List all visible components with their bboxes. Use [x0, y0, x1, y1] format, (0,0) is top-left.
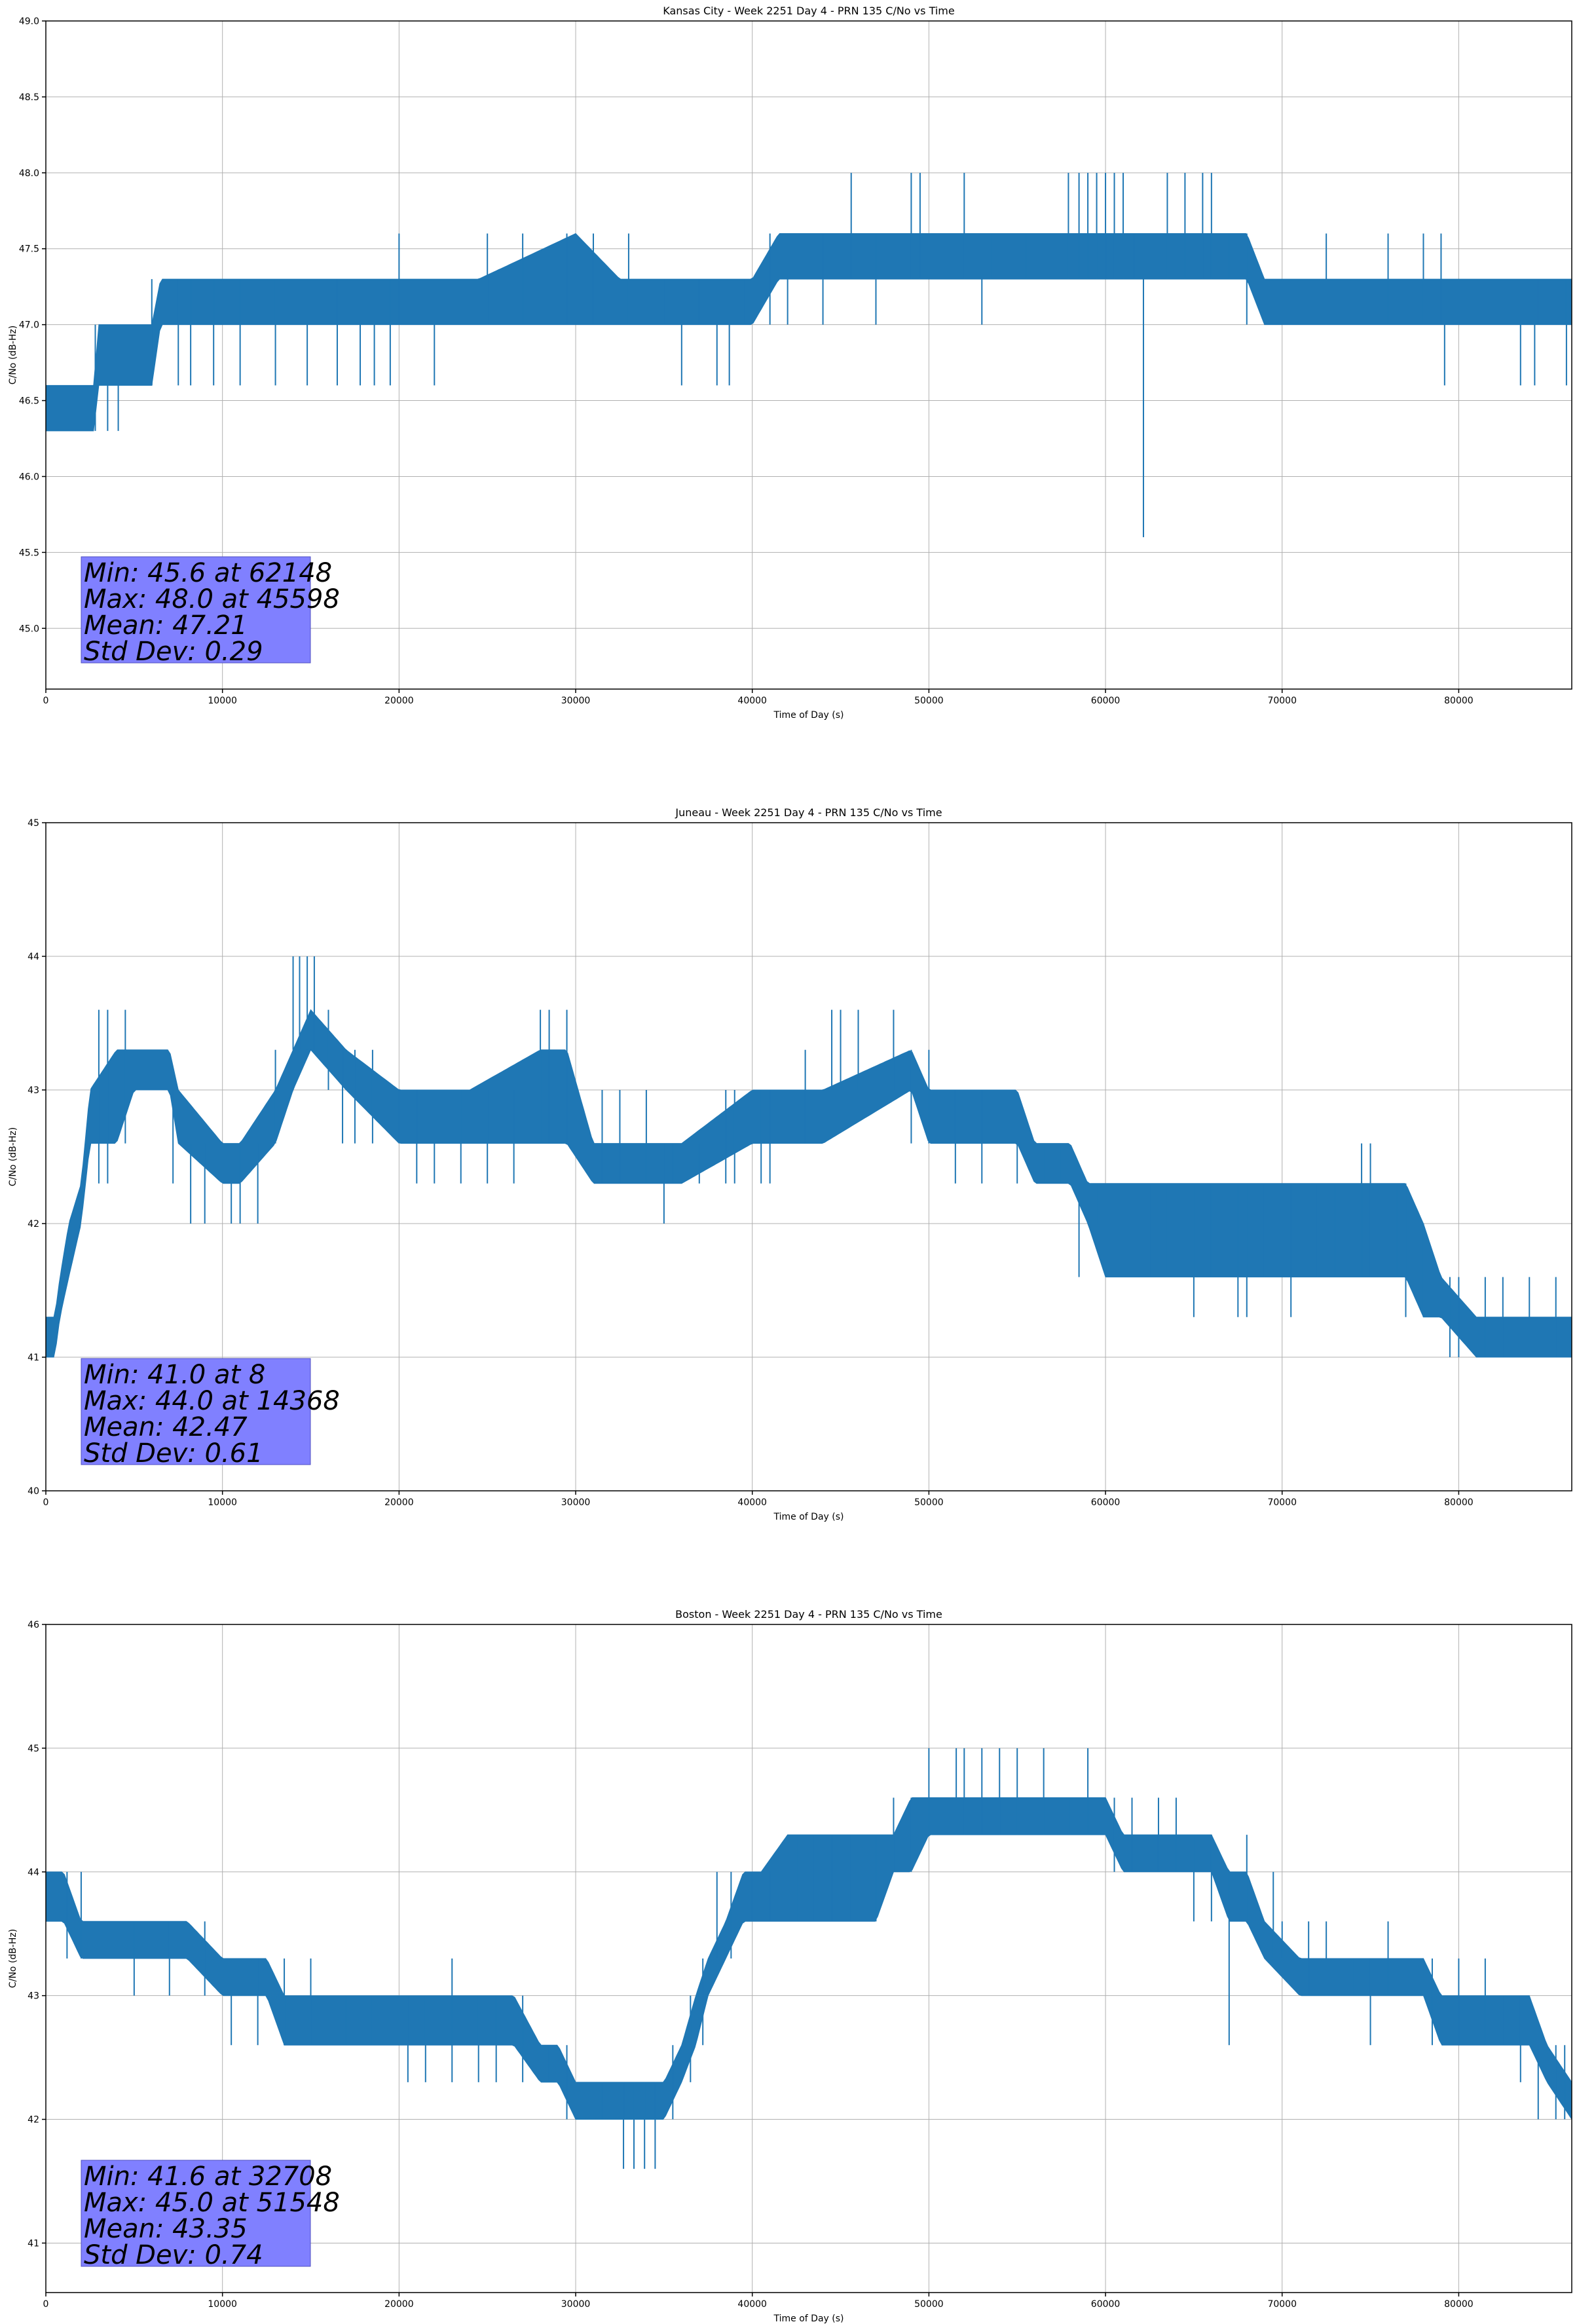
- y-tick-label: 46.5: [19, 396, 39, 407]
- stats-line: Std Dev: 0.61: [84, 1438, 263, 1469]
- stats-line: Mean: 43.35: [84, 2214, 248, 2244]
- y-tick-label: 44: [28, 1867, 39, 1878]
- x-tick-label: 50000: [914, 696, 944, 706]
- stats-line: Max: 45.0 at 51548: [84, 2188, 340, 2218]
- stats-line: Min: 45.6 at 62148: [84, 558, 332, 588]
- x-tick-label: 30000: [561, 1497, 591, 1508]
- x-axis-label: Time of Day (s): [773, 2314, 844, 2324]
- y-tick-label: 42: [28, 1219, 39, 1229]
- chart-title: Juneau - Week 2251 Day 4 - PRN 135 C/No …: [675, 806, 942, 819]
- y-tick-label: 41: [28, 1353, 39, 1363]
- y-tick-label: 48.0: [19, 168, 39, 179]
- y-tick-label: 41: [28, 2238, 39, 2249]
- chart-panel-2: Juneau - Week 2251 Day 4 - PRN 135 C/No …: [8, 806, 1572, 1522]
- y-tick-label: 42: [28, 2115, 39, 2126]
- y-tick-label: 43: [28, 1085, 39, 1096]
- x-tick-label: 40000: [737, 2299, 767, 2310]
- y-tick-label: 46: [28, 1620, 39, 1630]
- x-tick-label: 20000: [384, 1497, 414, 1508]
- stats-line: Std Dev: 0.29: [84, 637, 263, 667]
- stats-line: Min: 41.0 at 8: [84, 1360, 265, 1390]
- x-tick-label: 0: [43, 696, 49, 706]
- series-band: [45, 233, 1572, 432]
- y-tick-label: 45.0: [19, 624, 39, 634]
- x-tick-label: 40000: [737, 696, 767, 706]
- x-tick-label: 10000: [208, 2299, 237, 2310]
- x-axis-label: Time of Day (s): [773, 710, 844, 721]
- y-tick-label: 40: [28, 1486, 39, 1497]
- y-axis-label: C/No (dB-Hz): [8, 1929, 18, 1988]
- y-tick-label: 44: [28, 952, 39, 962]
- stats-line: Max: 44.0 at 14368: [84, 1386, 340, 1416]
- x-tick-label: 40000: [737, 1497, 767, 1508]
- y-axis-label: C/No (dB-Hz): [8, 326, 18, 384]
- x-tick-label: 80000: [1444, 696, 1474, 706]
- x-tick-label: 70000: [1267, 696, 1297, 706]
- chart-title: Boston - Week 2251 Day 4 - PRN 135 C/No …: [675, 1608, 942, 1621]
- plot-frame: [45, 822, 1572, 1491]
- x-tick-label: 20000: [384, 696, 414, 706]
- y-axis-label: C/No (dB-Hz): [8, 1127, 18, 1186]
- x-tick-label: 80000: [1444, 1497, 1474, 1508]
- chart-panel-3: Boston - Week 2251 Day 4 - PRN 135 C/No …: [8, 1608, 1572, 2324]
- x-tick-label: 70000: [1267, 2299, 1297, 2310]
- x-tick-label: 10000: [208, 1497, 237, 1508]
- y-tick-label: 46.0: [19, 472, 39, 482]
- stats-line: Std Dev: 0.74: [84, 2240, 263, 2270]
- plot-frame: [45, 20, 1572, 690]
- x-tick-label: 10000: [208, 696, 237, 706]
- series-band: [45, 1009, 1572, 1358]
- y-tick-label: 45: [28, 818, 39, 829]
- x-axis-label: Time of Day (s): [773, 1512, 844, 1522]
- chart-title: Kansas City - Week 2251 Day 4 - PRN 135 …: [663, 5, 954, 17]
- y-tick-label: 48.5: [19, 92, 39, 103]
- stats-line: Max: 48.0 at 45598: [84, 584, 340, 614]
- y-tick-label: 45.5: [19, 548, 39, 558]
- x-tick-label: 50000: [914, 2299, 944, 2310]
- stats-box: [81, 556, 311, 664]
- plot-frame: [45, 1624, 1572, 2293]
- stats-line: Mean: 42.47: [84, 1412, 248, 1442]
- stats-box: [81, 2160, 311, 2267]
- x-tick-label: 20000: [384, 2299, 414, 2310]
- stats-box: [81, 1358, 311, 1465]
- stats-line: Min: 41.6 at 32708: [84, 2162, 332, 2192]
- y-tick-label: 47.5: [19, 244, 39, 255]
- y-tick-label: 43: [28, 1991, 39, 2002]
- y-tick-label: 47.0: [19, 320, 39, 331]
- x-tick-label: 60000: [1091, 2299, 1121, 2310]
- x-tick-label: 50000: [914, 1497, 944, 1508]
- y-tick-label: 45: [28, 1744, 39, 1754]
- x-tick-label: 30000: [561, 2299, 591, 2310]
- x-tick-label: 0: [43, 1497, 49, 1508]
- x-tick-label: 70000: [1267, 1497, 1297, 1508]
- x-tick-label: 60000: [1091, 696, 1121, 706]
- x-tick-label: 80000: [1444, 2299, 1474, 2310]
- series-band: [45, 1797, 1572, 2121]
- y-tick-label: 49.0: [19, 16, 39, 27]
- stats-line: Mean: 47.21: [84, 610, 248, 641]
- x-tick-label: 60000: [1091, 1497, 1121, 1508]
- x-tick-label: 30000: [561, 696, 591, 706]
- x-tick-label: 0: [43, 2299, 49, 2310]
- chart-panel-1: Kansas City - Week 2251 Day 4 - PRN 135 …: [8, 5, 1572, 721]
